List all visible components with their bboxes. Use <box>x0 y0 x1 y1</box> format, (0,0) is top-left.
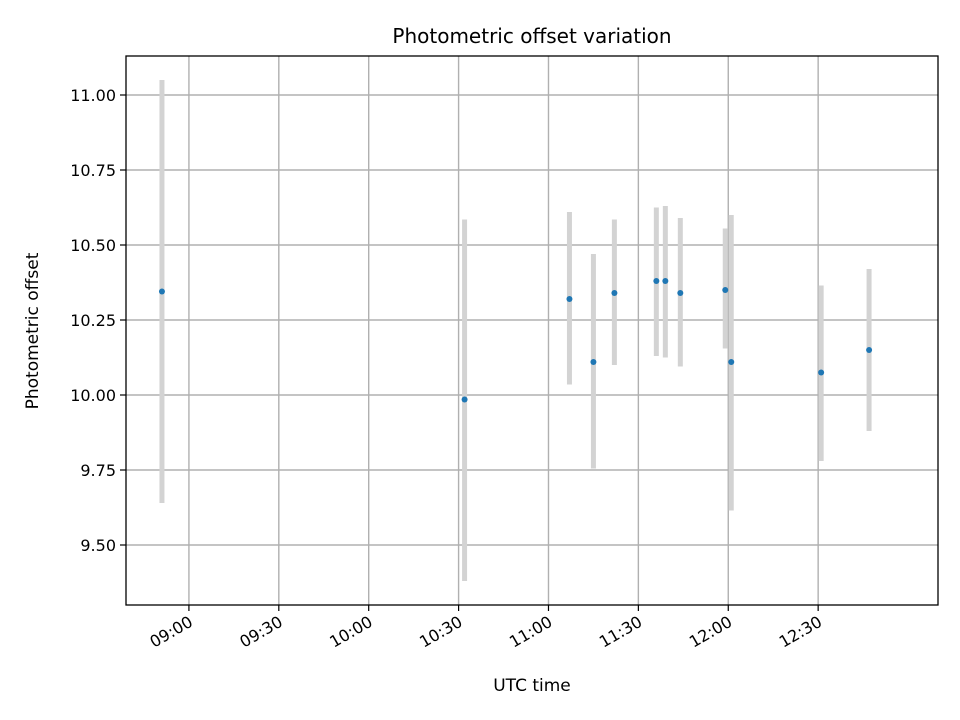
data-point <box>728 359 735 365</box>
data-point <box>662 278 669 284</box>
y-tick-label: 10.00 <box>70 386 116 405</box>
y-tick-label: 9.50 <box>80 536 116 555</box>
y-tick-label: 10.25 <box>70 311 116 330</box>
y-tick-label: 10.75 <box>70 161 116 180</box>
y-tick-label: 9.75 <box>80 461 116 480</box>
y-axis-title: Photometric offset <box>23 252 43 409</box>
data-point <box>818 369 825 376</box>
x-axis-title: UTC time <box>493 676 571 696</box>
data-point <box>461 396 468 403</box>
data-point <box>611 290 618 296</box>
data-point <box>677 290 684 296</box>
plot-frame <box>125 55 939 606</box>
data-point <box>590 359 597 365</box>
data-point <box>653 278 660 284</box>
data-point <box>158 288 165 295</box>
y-tick-label: 11.00 <box>70 86 116 105</box>
grid-layer <box>126 56 938 605</box>
point-layer <box>158 278 873 403</box>
data-point <box>566 296 573 302</box>
data-point <box>722 287 729 293</box>
data-point <box>866 347 873 353</box>
y-tick-label: 10.50 <box>70 236 116 255</box>
chart-title: Photometric offset variation <box>392 24 671 48</box>
